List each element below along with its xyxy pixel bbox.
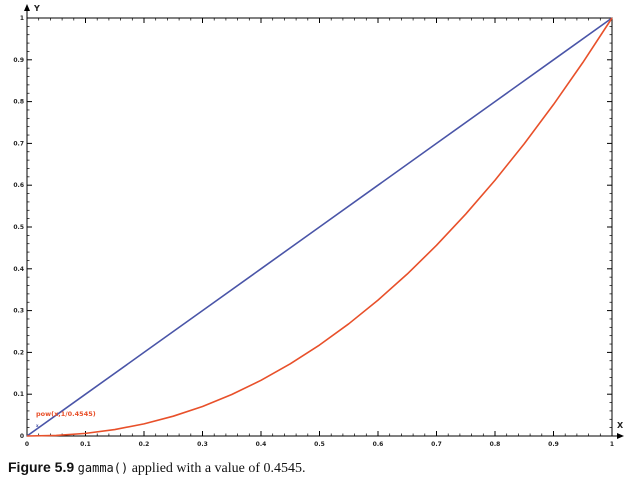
x-axis-arrow (617, 433, 624, 439)
x-tick-label: 0.6 (373, 441, 384, 448)
identity-line (26, 17, 613, 437)
ticks-layer: 0 0.1 0.2 0.3 0.4 0.5 0.6 0.7 0.8 0.9 1 0 0.1 0.2 0.3 0… (13, 15, 614, 448)
y-tick-label: 0.3 (13, 308, 24, 315)
x-tick-label: 1 (610, 441, 614, 448)
x-tick-label: 0 (25, 441, 29, 448)
figure-caption: Figure 5.9 gamma() applied with a value … (8, 459, 306, 477)
x-tick-label: 0.7 (431, 441, 442, 448)
labels-layer: Y X pow(x,1/0.4545) x (33, 4, 624, 430)
gamma-chart: 0 0.1 0.2 0.3 0.4 0.5 0.6 0.7 0.8 0.9 1 0 0.1 0.2 0.3 0… (13, 4, 624, 448)
y-tick-label: 0.1 (13, 391, 24, 398)
x-tick-label: 0.1 (80, 441, 91, 448)
caption-code: gamma() (77, 461, 129, 475)
x-tick-label: 0.3 (197, 441, 208, 448)
series-layer (26, 17, 613, 437)
y-tick-label: 0.9 (13, 57, 24, 64)
caption-text: applied with a value of 0.4545. (128, 461, 306, 476)
pow-curve-label: pow(x,1/0.4545) (36, 410, 96, 418)
y-tick-label: 0 (20, 433, 24, 440)
y-tick-label: 1 (20, 15, 24, 22)
x-tick-label: 0.8 (490, 441, 501, 448)
y-tick-label: 0.6 (13, 182, 24, 189)
y-tick-label: 0.2 (13, 349, 24, 356)
x-tick-label: 0.4 (256, 441, 267, 448)
y-axis-label: Y (33, 4, 40, 13)
x-tick-label: 0.5 (314, 441, 325, 448)
gamma-curve-line (26, 17, 613, 437)
y-tick-label: 0.8 (13, 99, 24, 106)
identity-curve-label: x (36, 423, 39, 428)
x-tick-label: 0.9 (548, 441, 559, 448)
x-tick-label: 0.2 (139, 441, 150, 448)
figure-label: Figure 5.9 (8, 459, 75, 475)
y-tick-label: 0.4 (13, 266, 24, 273)
x-axis-label: X (617, 421, 624, 430)
y-axis-arrow (24, 4, 30, 11)
y-tick-label: 0.7 (13, 140, 24, 147)
y-tick-label: 0.5 (13, 224, 24, 231)
